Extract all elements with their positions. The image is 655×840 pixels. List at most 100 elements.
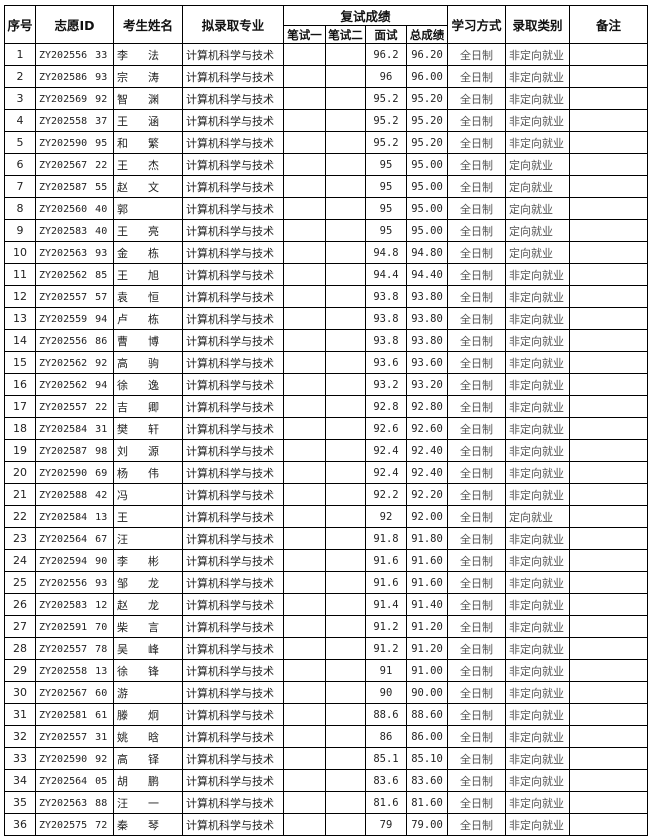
name-mask: [128, 577, 136, 590]
name-cell: 高铎: [113, 747, 183, 770]
id-cell: ZY202557 57: [35, 285, 114, 308]
remark-cell: [569, 747, 648, 770]
written2-cell: [325, 153, 366, 176]
written2-cell: [325, 285, 366, 308]
id-prefix: ZY202563: [39, 247, 88, 259]
id-suffix: 33: [95, 49, 108, 61]
id-cell: ZY202590 92: [35, 747, 114, 770]
remark-cell: [569, 615, 648, 638]
total-cell: 95.20: [406, 131, 448, 154]
id-mask: [87, 422, 96, 435]
table-row: 15 ZY202562 92 高驹计算机科学与技术 93.6 93.60 全日制 非定向就业: [4, 351, 648, 374]
table-row: 25 ZY202556 93 邹龙计算机科学与技术 91.6 91.60 全日制 非定向就业: [4, 571, 648, 594]
id-cell: ZY202564 05: [35, 769, 114, 792]
written1-cell: [283, 725, 326, 748]
written2-cell: [325, 681, 366, 704]
interview-cell: 79: [365, 813, 407, 836]
category-cell: 定向就业: [505, 241, 570, 264]
major-cell: 计算机科学与技术: [182, 615, 284, 638]
id-prefix: ZY202558: [39, 665, 88, 677]
written1-cell: [283, 637, 326, 660]
interview-cell: 93.2: [365, 373, 407, 396]
study-mode-cell: 全日制: [447, 527, 506, 550]
name-cell: 郭: [113, 197, 183, 220]
given-name: 涛: [148, 70, 159, 84]
major-cell: 计算机科学与技术: [182, 43, 284, 66]
table-row: 31 ZY202581 61 滕炯计算机科学与技术 88.6 88.60 全日制 非定向就业: [4, 703, 648, 726]
category-cell: 非定向就业: [505, 65, 570, 88]
written2-cell: [325, 549, 366, 572]
given-name: 法: [148, 48, 159, 62]
surname: 刘: [117, 444, 128, 458]
id-cell: ZY202558 13: [35, 659, 114, 682]
name-mask: [128, 137, 136, 150]
interview-cell: 93.6: [365, 351, 407, 374]
written1-cell: [283, 307, 326, 330]
study-mode-cell: 全日制: [447, 263, 506, 286]
id-cell: ZY202562 92: [35, 351, 114, 374]
interview-cell: 83.6: [365, 769, 407, 792]
interview-cell: 90: [365, 681, 407, 704]
table-header: 序号 志愿ID 考生姓名 拟录取专业 复试成绩 学习方式 录取类别 备注 笔试一…: [4, 5, 648, 44]
name-mask: [128, 489, 136, 502]
id-prefix: ZY202563: [39, 797, 88, 809]
name-cell: 邹龙: [113, 571, 183, 594]
id-suffix: 85: [95, 269, 108, 281]
id-mask: [87, 796, 96, 809]
category-cell: 定向就业: [505, 505, 570, 528]
written2-cell: [325, 571, 366, 594]
category-cell: 非定向就业: [505, 329, 570, 352]
name-cell: 姚晗: [113, 725, 183, 748]
remark-cell: [569, 483, 648, 506]
seq-cell: 29: [4, 659, 36, 682]
id-mask: [87, 334, 96, 347]
study-mode-cell: 全日制: [447, 417, 506, 440]
id-prefix: ZY202581: [39, 709, 88, 721]
interview-cell: 96.2: [365, 43, 407, 66]
written1-cell: [283, 395, 326, 418]
interview-cell: 93.8: [365, 285, 407, 308]
remark-cell: [569, 373, 648, 396]
remark-cell: [569, 527, 648, 550]
id-mask: [87, 818, 96, 831]
study-mode-cell: 全日制: [447, 219, 506, 242]
id-suffix: 88: [95, 797, 108, 809]
id-prefix: ZY202557: [39, 643, 88, 655]
total-cell: 79.00: [406, 813, 448, 836]
total-cell: 91.20: [406, 615, 448, 638]
id-cell: ZY202569 92: [35, 87, 114, 110]
category-cell: 非定向就业: [505, 549, 570, 572]
header-seq: 序号: [4, 5, 36, 44]
given-name: 逸: [148, 378, 159, 392]
name-mask: [128, 225, 136, 238]
surname: 郭: [117, 202, 128, 216]
surname: 赵: [117, 180, 128, 194]
id-suffix: 55: [95, 181, 108, 193]
study-mode-cell: 全日制: [447, 197, 506, 220]
written1-cell: [283, 373, 326, 396]
written1-cell: [283, 615, 326, 638]
seq-cell: 12: [4, 285, 36, 308]
total-cell: 95.20: [406, 87, 448, 110]
interview-cell: 91.2: [365, 615, 407, 638]
category-cell: 定向就业: [505, 219, 570, 242]
remark-cell: [569, 131, 648, 154]
id-cell: ZY202556 93: [35, 571, 114, 594]
id-mask: [87, 576, 96, 589]
study-mode-cell: 全日制: [447, 131, 506, 154]
table-row: 7 ZY202587 55 赵文计算机科学与技术 95 95.00 全日制 定向就业: [4, 175, 648, 198]
remark-cell: [569, 307, 648, 330]
id-mask: [87, 708, 96, 721]
id-prefix: ZY202564: [39, 533, 88, 545]
name-mask: [128, 181, 136, 194]
surname: 姚: [117, 730, 128, 744]
study-mode-cell: 全日制: [447, 791, 506, 814]
id-prefix: ZY202590: [39, 137, 88, 149]
surname: 徐: [117, 378, 128, 392]
id-suffix: 31: [95, 423, 108, 435]
major-cell: 计算机科学与技术: [182, 505, 284, 528]
surname: 汪: [117, 796, 128, 810]
remark-cell: [569, 285, 648, 308]
id-cell: ZY202584 31: [35, 417, 114, 440]
written2-cell: [325, 813, 366, 836]
